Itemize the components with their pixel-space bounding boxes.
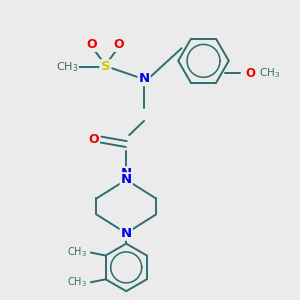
Text: $\mathrm{CH_3}$: $\mathrm{CH_3}$ (56, 60, 78, 74)
Text: O: O (87, 38, 98, 51)
Text: N: N (121, 167, 132, 180)
Text: N: N (121, 173, 132, 186)
Text: O: O (113, 38, 124, 51)
Text: $\mathrm{CH_3}$: $\mathrm{CH_3}$ (68, 275, 87, 289)
Text: O: O (246, 67, 256, 80)
Text: $\mathrm{CH_3}$: $\mathrm{CH_3}$ (68, 246, 87, 260)
Text: N: N (139, 72, 150, 85)
Text: N: N (121, 227, 132, 240)
Text: O: O (88, 133, 99, 146)
Text: S: S (100, 60, 110, 73)
Text: $\mathrm{CH_3}$: $\mathrm{CH_3}$ (260, 67, 280, 80)
